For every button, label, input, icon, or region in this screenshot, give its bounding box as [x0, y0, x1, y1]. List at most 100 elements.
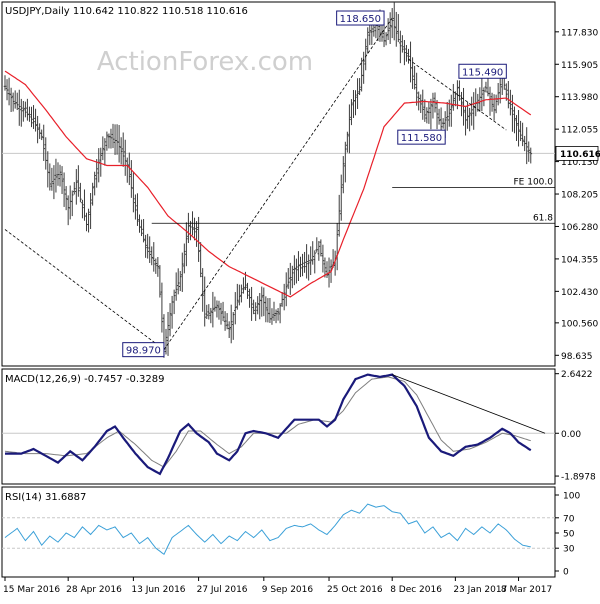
price-bar	[427, 101, 431, 124]
price-bar	[494, 94, 498, 114]
price-bar	[519, 120, 522, 142]
price-bar	[172, 289, 176, 315]
price-bar	[136, 193, 139, 226]
price-bar	[207, 304, 211, 320]
rsi-axis-tick-label: 30	[563, 545, 575, 555]
price-bar	[195, 221, 198, 247]
price-bar	[435, 99, 439, 130]
price-bar	[242, 277, 245, 294]
price-bar	[337, 194, 341, 237]
price-bar	[509, 89, 512, 116]
price-bar	[164, 328, 168, 355]
price-axis-tick-label: 106.280	[561, 223, 598, 233]
price-bar	[356, 78, 359, 109]
price-bar	[233, 292, 237, 325]
price-bar	[89, 192, 92, 230]
price-axis-tick-label: 102.430	[561, 288, 598, 298]
price-bar	[128, 152, 131, 186]
price-bar	[468, 107, 471, 132]
price-bar	[42, 124, 46, 161]
price-bar	[72, 182, 76, 195]
price-bar	[134, 194, 137, 220]
rsi-axis-tick-label: 50	[563, 530, 575, 540]
price-bar	[401, 35, 404, 53]
price-bar	[105, 131, 109, 151]
price-bar	[30, 106, 33, 128]
price-bar	[180, 252, 184, 292]
price-bar	[358, 78, 361, 96]
price-bar	[101, 136, 105, 161]
price-bar	[205, 304, 209, 319]
price-bar	[203, 276, 207, 327]
price-bar	[99, 147, 103, 177]
price-bar	[295, 258, 298, 284]
price-bar	[315, 237, 319, 253]
price-bar	[176, 268, 180, 295]
price-bar	[394, 11, 398, 47]
price-bar	[252, 299, 255, 315]
price-bar	[111, 123, 115, 149]
price-bar	[246, 282, 249, 299]
price-bar	[521, 122, 524, 147]
price-axis-tick-label: 115.905	[561, 61, 598, 71]
price-annotation: 115.490	[458, 63, 507, 79]
current-price-label: 110.616	[560, 150, 600, 160]
annotation-box	[122, 342, 165, 358]
current-price-tag	[555, 145, 599, 161]
price-axis-tick-label: 98.635	[561, 352, 593, 362]
price-bar	[24, 101, 27, 118]
price-bar	[370, 24, 374, 45]
x-axis-tick-label: 13 Jun 2016	[131, 585, 185, 595]
x-axis-tick-label: 25 Oct 2016	[327, 585, 383, 595]
price-bar	[291, 265, 294, 289]
price-bar	[225, 313, 229, 330]
price-bar	[364, 38, 368, 71]
price-bar	[79, 182, 82, 203]
price-bar	[403, 40, 406, 66]
price-bar	[144, 234, 147, 258]
price-bar	[236, 283, 239, 310]
price-axis-tick-label: 110.130	[561, 158, 598, 168]
price-bar	[323, 257, 327, 278]
price-bar	[307, 254, 310, 281]
price-bar	[3, 75, 7, 91]
price-bar	[413, 65, 416, 90]
price-bar	[238, 284, 241, 306]
price-bar	[103, 138, 107, 166]
price-axis-tick-label: 112.055	[561, 126, 598, 136]
price-bar	[405, 45, 408, 62]
price-bar	[17, 89, 21, 126]
price-bar	[421, 89, 425, 120]
price-bar	[425, 107, 429, 124]
price-bar	[305, 244, 308, 279]
x-axis-tick-label: 15 Mar 2016	[3, 585, 60, 595]
price-bar	[160, 282, 164, 333]
price-bar	[197, 216, 200, 262]
price-bar	[121, 132, 125, 167]
price-bar	[62, 172, 66, 207]
price-bar	[60, 166, 64, 194]
price-bar	[390, 8, 394, 39]
price-bar	[166, 311, 170, 356]
price-bar	[525, 127, 528, 165]
price-annotation: 111.580	[397, 129, 446, 145]
price-bar	[313, 250, 317, 274]
price-bar	[384, 32, 388, 46]
price-bar	[299, 256, 302, 278]
price-bar	[437, 108, 441, 125]
price-axis-tick-label: 108.205	[561, 191, 598, 201]
price-trendline-1	[4, 229, 165, 350]
price-bar	[368, 23, 372, 46]
rsi-axis-tick-label: 0	[563, 568, 569, 578]
price-bar	[123, 139, 127, 176]
price-bar	[7, 77, 11, 106]
price-axis-tick-label: 104.355	[561, 255, 598, 265]
price-bar	[429, 98, 433, 130]
price-bar	[362, 51, 365, 84]
price-bar	[240, 284, 243, 303]
price-axis-tick-label: 117.830	[561, 28, 598, 38]
price-bar	[278, 303, 282, 324]
price-bar	[270, 308, 274, 325]
